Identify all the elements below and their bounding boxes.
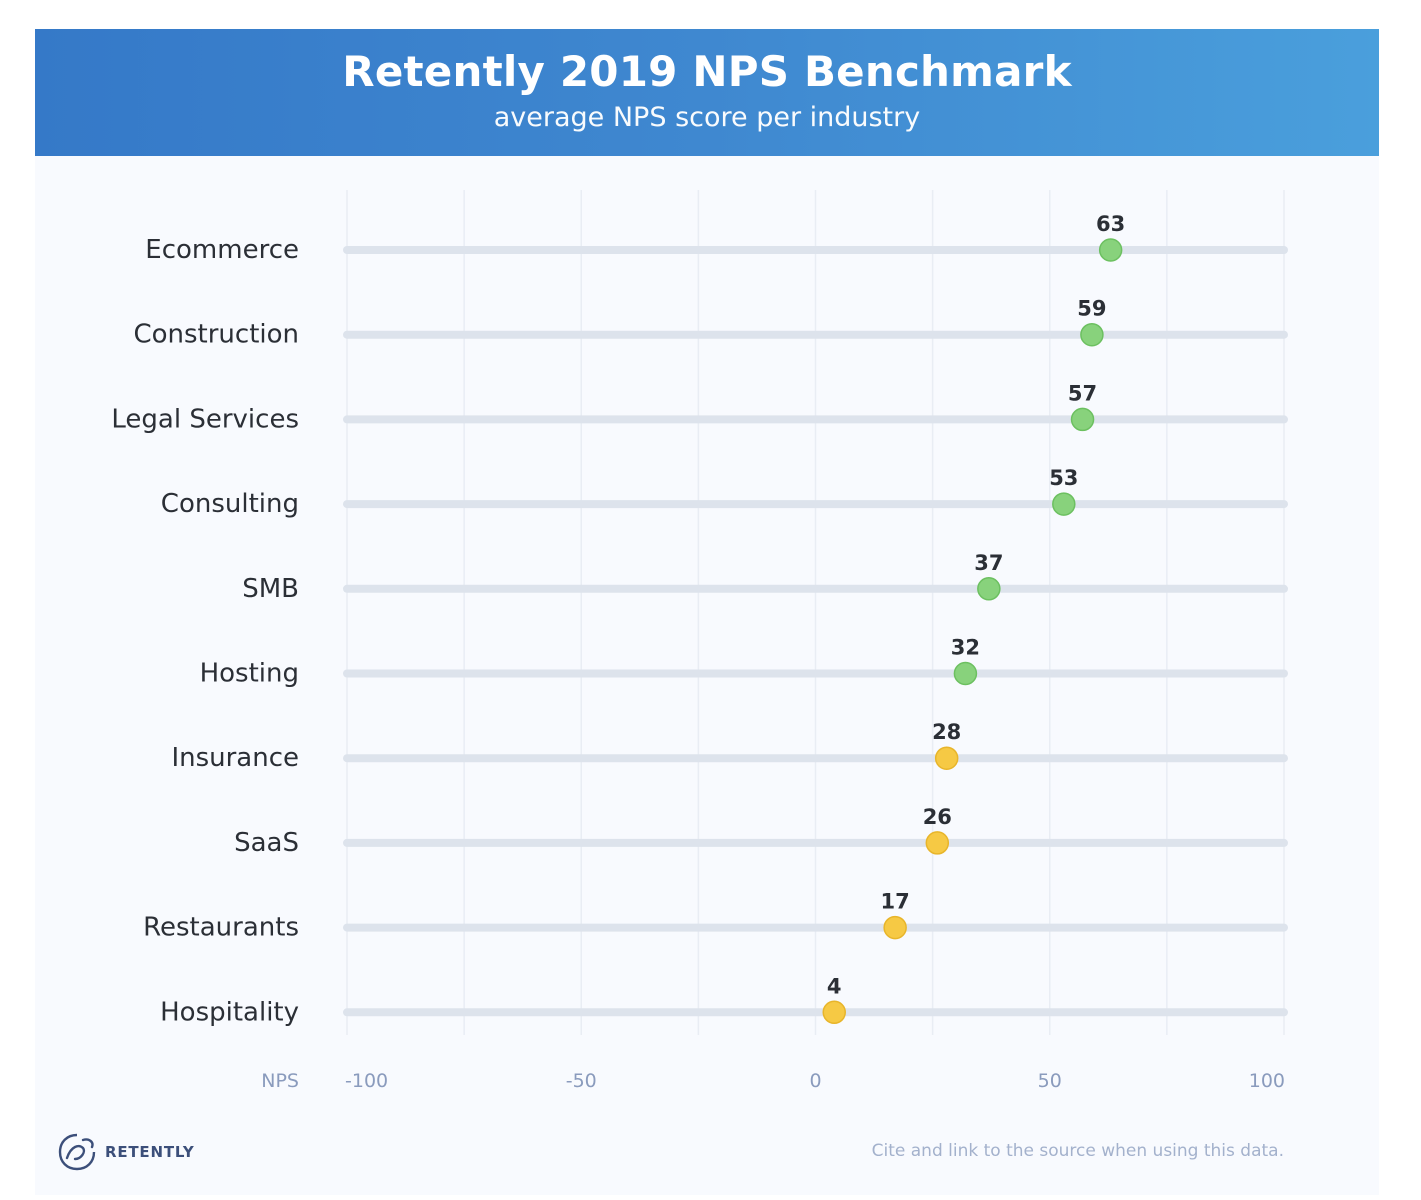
category-label: Hospitality	[160, 997, 299, 1027]
category-label: Insurance	[171, 743, 299, 773]
x-tick-label: 50	[1038, 1070, 1062, 1092]
category-label: Legal Services	[111, 404, 299, 434]
data-point	[953, 661, 978, 686]
chart-card: Retently 2019 NPS Benchmark average NPS …	[35, 29, 1379, 1195]
data-label: 17	[881, 890, 910, 914]
chart-subtitle: average NPS score per industry	[493, 102, 921, 133]
chart-header: Retently 2019 NPS Benchmark average NPS …	[35, 29, 1379, 156]
category-label: Ecommerce	[145, 235, 299, 265]
data-label: 28	[932, 720, 961, 744]
data-label: 37	[974, 551, 1003, 575]
category-label: Construction	[133, 320, 299, 350]
retently-logo-icon	[58, 1133, 96, 1171]
data-point	[1098, 238, 1123, 262]
data-label: 57	[1068, 381, 1097, 405]
category-label: Restaurants	[143, 913, 299, 943]
data-point	[925, 831, 950, 855]
x-axis-label: NPS	[261, 1070, 299, 1092]
data-label: 26	[923, 805, 952, 829]
x-tick-label: -100	[345, 1070, 388, 1092]
data-point	[883, 915, 907, 940]
data-label: 53	[1049, 466, 1078, 490]
data-point	[1052, 492, 1076, 516]
category-label: SaaS	[234, 828, 299, 858]
data-point	[934, 746, 959, 770]
x-tick-label: 100	[1249, 1070, 1285, 1092]
data-point	[1070, 407, 1095, 432]
data-label: 63	[1096, 212, 1125, 236]
x-tick-label: -50	[566, 1070, 597, 1092]
logo-text: RETENTLY	[105, 1143, 195, 1161]
data-point	[822, 1000, 846, 1025]
chart-title: Retently 2019 NPS Benchmark	[342, 47, 1072, 96]
category-label: SMB	[242, 574, 299, 604]
category-label: Consulting	[161, 489, 299, 519]
data-point	[1080, 322, 1104, 347]
x-tick-label: 0	[809, 1070, 821, 1092]
cite-note: Cite and link to the source when using t…	[871, 1141, 1284, 1161]
data-label: 32	[951, 636, 980, 660]
data-label: 59	[1077, 297, 1106, 321]
category-label: Hosting	[200, 659, 299, 689]
data-label: 4	[827, 974, 842, 998]
retently-logo: RETENTLY	[57, 1132, 195, 1172]
data-point	[977, 577, 1001, 601]
